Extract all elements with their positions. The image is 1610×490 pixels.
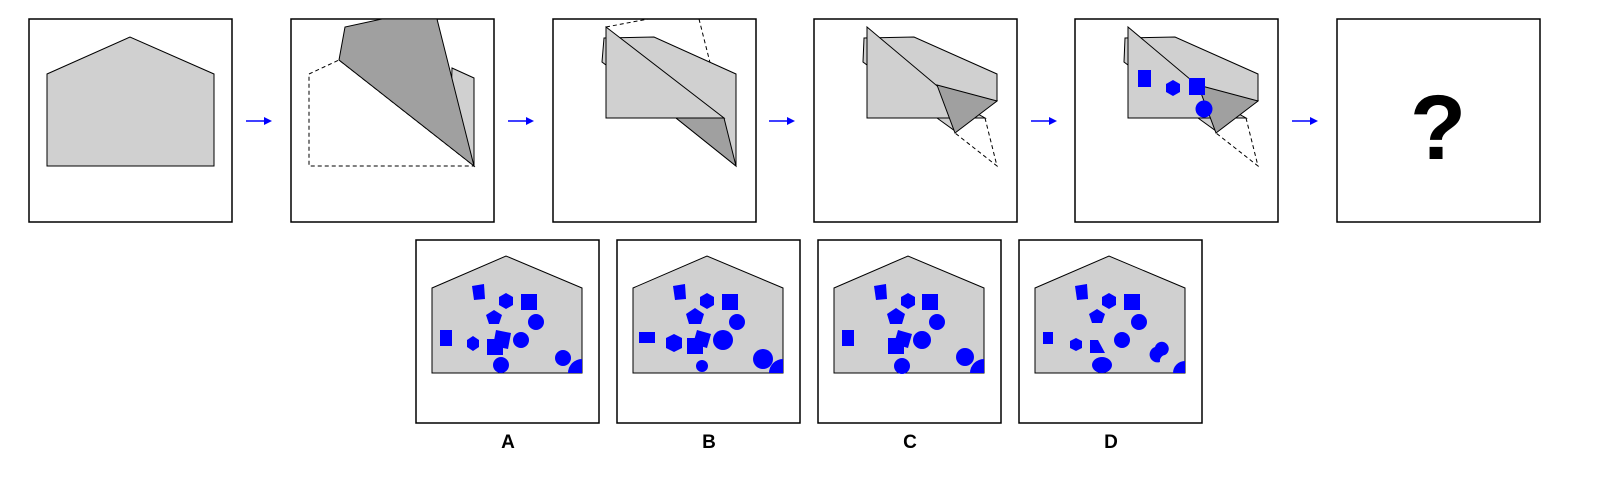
fold-outline <box>954 117 998 168</box>
hole-hexagon <box>1070 338 1082 351</box>
hole-circle <box>913 331 931 349</box>
hole-trapezoid <box>1075 284 1088 300</box>
option-c-panel[interactable] <box>817 239 1002 424</box>
hole-pentagon <box>486 310 502 324</box>
hole-trapezoid <box>673 284 686 300</box>
hole-trapezoid <box>874 284 887 300</box>
step-4-panel <box>813 18 1018 223</box>
hole-square <box>687 338 703 354</box>
hole-rectangle <box>842 330 854 346</box>
hole-circle <box>513 332 529 348</box>
hole-circle <box>696 360 708 372</box>
paper-shape <box>833 255 985 374</box>
hole-rectangle <box>639 332 655 343</box>
arrow-1 <box>246 117 272 125</box>
fold-outline <box>1215 117 1259 168</box>
hole-circle <box>1114 332 1130 348</box>
hole-hexagon <box>499 293 513 309</box>
hole-square <box>487 339 503 355</box>
hole-square <box>722 294 738 310</box>
hole-hexagon <box>1166 80 1180 96</box>
step-1-panel <box>28 18 233 223</box>
hole-square <box>1189 78 1205 95</box>
hole-pentagon <box>1089 309 1105 323</box>
hole-trapezoid <box>1090 340 1105 353</box>
hole-corner-quarter <box>568 359 582 373</box>
paper-folded-flap <box>338 18 475 168</box>
fold-outline <box>605 18 649 28</box>
paper-dark-layer <box>936 84 999 134</box>
hole-circle <box>753 349 773 369</box>
option-a-label: A <box>501 432 515 453</box>
option-b-panel[interactable] <box>616 239 801 424</box>
hole-rectangle <box>440 330 452 346</box>
question-mark: ? <box>1410 77 1466 179</box>
step-2-panel <box>290 18 495 223</box>
hole-trapezoid <box>472 284 485 300</box>
arrow-5 <box>1292 117 1318 125</box>
arrow-2 <box>508 117 534 125</box>
hole-circle <box>894 358 910 374</box>
hole-rectangle <box>1138 70 1151 87</box>
hole-ellipse <box>1092 357 1112 373</box>
hole-circle <box>1195 100 1213 118</box>
hole-corner-quarter <box>1173 361 1185 373</box>
step-5-panel <box>1074 18 1279 223</box>
hole-circle <box>729 314 745 330</box>
option-d-panel[interactable] <box>1018 239 1203 424</box>
hole-hexagon <box>467 336 479 351</box>
hole-hexagon <box>700 293 714 309</box>
answer-panel: ? <box>1336 18 1541 223</box>
arrow-3 <box>769 117 795 125</box>
hole-pentagon <box>887 308 905 324</box>
hole-corner-quarter <box>769 359 783 373</box>
paper-folded-flap <box>605 25 726 119</box>
hole-square <box>888 338 904 354</box>
option-c-label: C <box>903 432 917 453</box>
hole-circle <box>713 330 733 350</box>
option-d-label: D <box>1104 432 1118 453</box>
option-a-panel[interactable] <box>415 239 600 424</box>
hole-corner-quarter <box>970 359 984 373</box>
hole-circle <box>956 348 974 366</box>
hole-rectangle <box>1043 332 1053 344</box>
paper-shape <box>46 36 215 167</box>
hole-pentagon <box>686 308 704 324</box>
hole-hexagon <box>1102 293 1116 309</box>
option-b-label: B <box>702 432 716 453</box>
hole-circle <box>929 314 945 330</box>
hole-hexagon <box>901 293 915 309</box>
arrow-4 <box>1031 117 1057 125</box>
step-3-panel <box>552 18 757 223</box>
hole-circle <box>1131 314 1147 330</box>
hole-square <box>1124 294 1140 310</box>
hole-square <box>521 294 537 310</box>
hole-circle <box>493 357 509 373</box>
hole-square <box>922 294 938 310</box>
hole-circle <box>528 314 544 330</box>
hole-partial-circle <box>1149 341 1169 363</box>
hole-circle <box>555 350 571 366</box>
hole-hexagon <box>666 334 682 352</box>
